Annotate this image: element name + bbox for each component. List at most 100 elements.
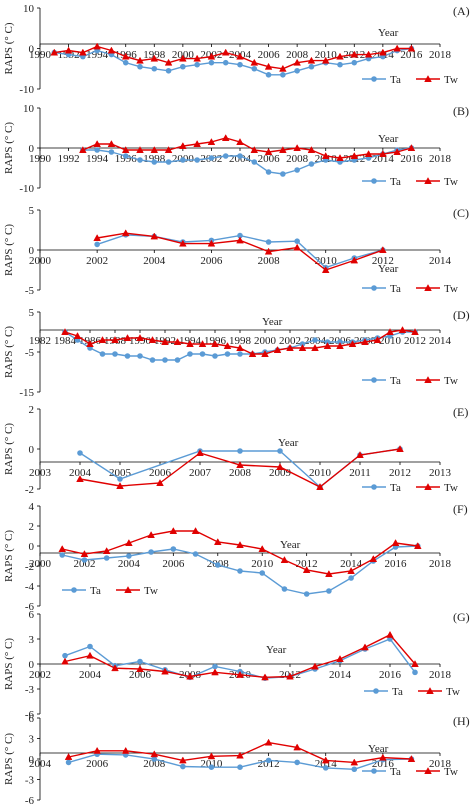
legend: Ta Tw <box>362 375 458 387</box>
legend-marker-ta <box>71 587 77 593</box>
data-point-ta <box>174 357 181 363</box>
data-point-tw <box>73 332 82 339</box>
x-tick-label: 2014 <box>429 255 452 267</box>
legend-marker-ta <box>371 768 377 774</box>
data-point-ta <box>337 339 343 345</box>
y-tick-label: 6 <box>29 609 35 621</box>
legend-marker-tw <box>124 586 132 593</box>
data-point-tw <box>236 344 244 351</box>
data-point-tw <box>379 246 387 253</box>
legend-label-tw: Tw <box>144 585 158 597</box>
data-point-tw <box>279 146 287 153</box>
data-point-tw <box>293 144 301 151</box>
panel-letter: (G) <box>453 610 470 624</box>
data-point-ta <box>162 357 168 363</box>
series-line-tw <box>82 137 412 159</box>
y-tick-label: 10 <box>23 3 35 15</box>
data-point-ta <box>294 67 300 74</box>
x-tick-label: 1992 <box>58 153 80 165</box>
data-point-tw <box>211 340 219 347</box>
panel-f: 420-2-4-62000200220042006200820102012201… <box>3 501 468 613</box>
legend-label-tw: Tw <box>444 283 458 295</box>
data-point-tw <box>373 336 382 343</box>
x-tick-label: 2002 <box>279 335 301 347</box>
data-point-tw <box>107 46 116 54</box>
data-point-tw <box>136 56 144 64</box>
data-point-tw <box>193 54 201 62</box>
y-tick-label: 0 <box>29 245 35 257</box>
legend: Ta Tw <box>364 686 460 698</box>
legend: Ta Tw <box>362 176 458 188</box>
legend-marker-ta <box>371 76 377 82</box>
x-tick-label: 1996 <box>115 153 138 165</box>
x-tick-label: 2006 <box>258 49 281 61</box>
data-point-ta <box>294 167 300 173</box>
data-point-tw <box>386 630 394 638</box>
data-point-ta <box>324 339 331 345</box>
x-tick-label: 2013 <box>429 467 452 479</box>
data-point-ta <box>214 562 221 568</box>
data-point-tw <box>411 328 419 335</box>
x-tick-label: 2003 <box>29 467 52 479</box>
legend-marker-tw <box>424 284 432 291</box>
data-point-ta <box>212 663 218 670</box>
y-tick-label: -10 <box>19 183 34 195</box>
legend: Ta Tw <box>362 482 458 494</box>
legend-label-tw: Tw <box>444 176 458 188</box>
data-point-tw <box>207 138 216 145</box>
data-point-tw <box>248 350 257 357</box>
x-tick-label: 2006 <box>149 467 172 479</box>
legend-label-ta: Ta <box>390 74 401 86</box>
data-point-ta <box>326 588 332 594</box>
legend-label-tw: Tw <box>446 686 460 698</box>
x-tick-label: 1998 <box>143 49 166 61</box>
data-point-ta <box>151 65 158 72</box>
x-tick-label: 2008 <box>286 153 309 165</box>
data-point-tw <box>364 150 373 157</box>
x-tick-label: 1998 <box>229 335 252 347</box>
data-point-ta <box>108 149 115 155</box>
data-point-tw <box>64 46 73 54</box>
x-tick-label: 2014 <box>429 335 452 347</box>
data-point-tw <box>336 154 344 161</box>
data-point-ta <box>237 153 243 159</box>
data-point-tw <box>393 44 401 52</box>
data-point-ta <box>194 61 200 68</box>
data-point-ta <box>87 643 93 650</box>
data-point-tw <box>293 743 301 751</box>
data-point-tw <box>316 483 324 490</box>
data-point-tw <box>350 152 359 159</box>
legend: Ta Tw <box>362 283 458 295</box>
data-point-tw <box>311 344 319 351</box>
data-point-tw <box>264 148 273 155</box>
legend-marker-tw <box>424 75 432 82</box>
y-axis-title: RAPS (° C) <box>3 530 15 582</box>
y-axis-title: RAPS (° C) <box>3 326 15 378</box>
data-point-tw <box>379 48 387 56</box>
panel-letter: (H) <box>453 714 470 728</box>
data-point-tw <box>350 758 359 766</box>
data-point-tw <box>325 570 333 577</box>
data-point-ta <box>237 351 243 357</box>
data-point-tw <box>213 538 222 545</box>
data-point-ta <box>62 652 68 659</box>
data-point-tw <box>111 336 119 343</box>
y-axis-title: RAPS (° C) <box>3 224 15 276</box>
x-tick-label: 2016 <box>379 669 402 681</box>
legend-marker-tw <box>424 376 432 383</box>
data-point-ta <box>237 764 243 770</box>
y-tick-label: -6 <box>25 709 35 721</box>
data-point-ta <box>237 448 243 454</box>
x-tick-label: 2018 <box>429 49 452 61</box>
legend-marker-ta <box>371 285 377 291</box>
y-tick-label: 0 <box>29 444 35 456</box>
data-point-ta <box>137 353 143 359</box>
x-tick-label: 2010 <box>379 335 402 347</box>
data-point-ta <box>117 476 123 482</box>
x-tick-label: 1982 <box>29 335 51 347</box>
y-tick-label: 6 <box>29 713 35 725</box>
data-point-tw <box>61 657 69 665</box>
data-point-tw <box>261 350 269 357</box>
y-tick-label: -6 <box>25 795 35 804</box>
